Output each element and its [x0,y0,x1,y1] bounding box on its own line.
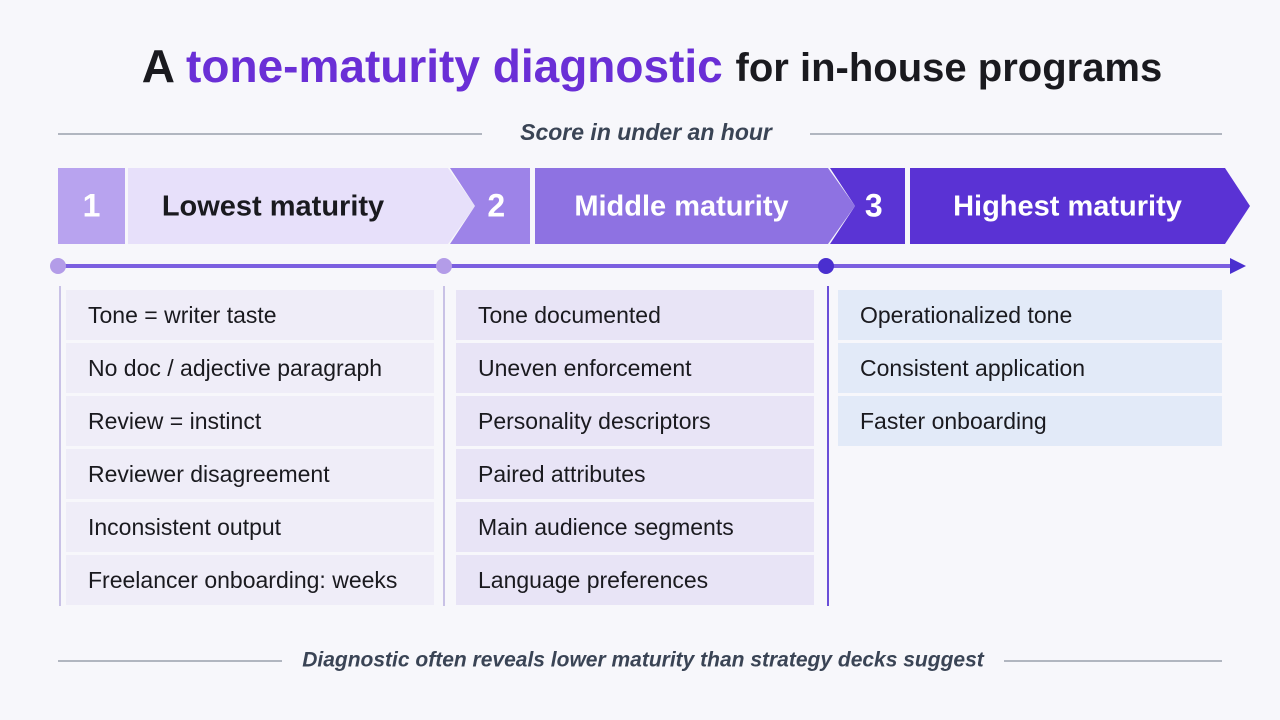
title: A tone-maturity diagnostic for in-house … [142,40,1163,92]
item-row [66,290,434,340]
item-text: Personality descriptors [478,408,711,434]
item-text: Operationalized tone [860,302,1072,328]
stage-label-box [535,168,855,244]
item-text: Tone documented [478,302,661,328]
item-row [66,502,434,552]
stage-number-box [450,168,530,244]
timeline-dot [50,258,66,274]
item-row [456,343,814,393]
item-row [838,343,1222,393]
item-row [838,396,1222,446]
title-suffix: for in-house programs [736,46,1163,90]
stage-number: 1 [83,187,101,223]
item-row [66,396,434,446]
title-highlight: tone-maturity diagnostic [186,40,723,92]
item-text: Faster onboarding [860,408,1047,434]
stage-label-box [910,168,1250,244]
item-text: Freelancer onboarding: weeks [88,567,397,593]
stage-number: 3 [865,187,883,223]
item-text: Review = instinct [88,408,262,434]
item-text: Language preferences [478,567,708,593]
item-text: Main audience segments [478,514,734,540]
stage-number-box [58,168,125,244]
timeline-dot [436,258,452,274]
item-text: Inconsistent output [88,514,282,540]
item-text: No doc / adjective paragraph [88,355,382,381]
timeline-arrow [1230,258,1246,274]
item-row [456,449,814,499]
item-text: Reviewer disagreement [88,461,330,487]
stage-label: Lowest maturity [162,191,384,223]
stage-number: 2 [487,187,505,223]
item-row [456,555,814,605]
subtitle: Score in under an hour [520,119,773,145]
stage-number-box [830,168,905,244]
item-row [838,290,1222,340]
item-text: Paired attributes [478,461,645,487]
item-text: Uneven enforcement [478,355,692,381]
footer-note: Diagnostic often reveals lower maturity … [302,649,985,672]
title-prefix: A [142,40,174,92]
timeline-dot [818,258,834,274]
item-row [66,343,434,393]
item-row [66,449,434,499]
stage-label-box [128,168,475,244]
item-row [66,555,434,605]
item-text: Consistent application [860,355,1085,381]
item-row [456,396,814,446]
item-text: Tone = writer taste [88,302,277,328]
item-row [456,290,814,340]
stage-label: Highest maturity [953,191,1182,223]
stage-label: Middle maturity [574,191,788,223]
item-row [456,502,814,552]
